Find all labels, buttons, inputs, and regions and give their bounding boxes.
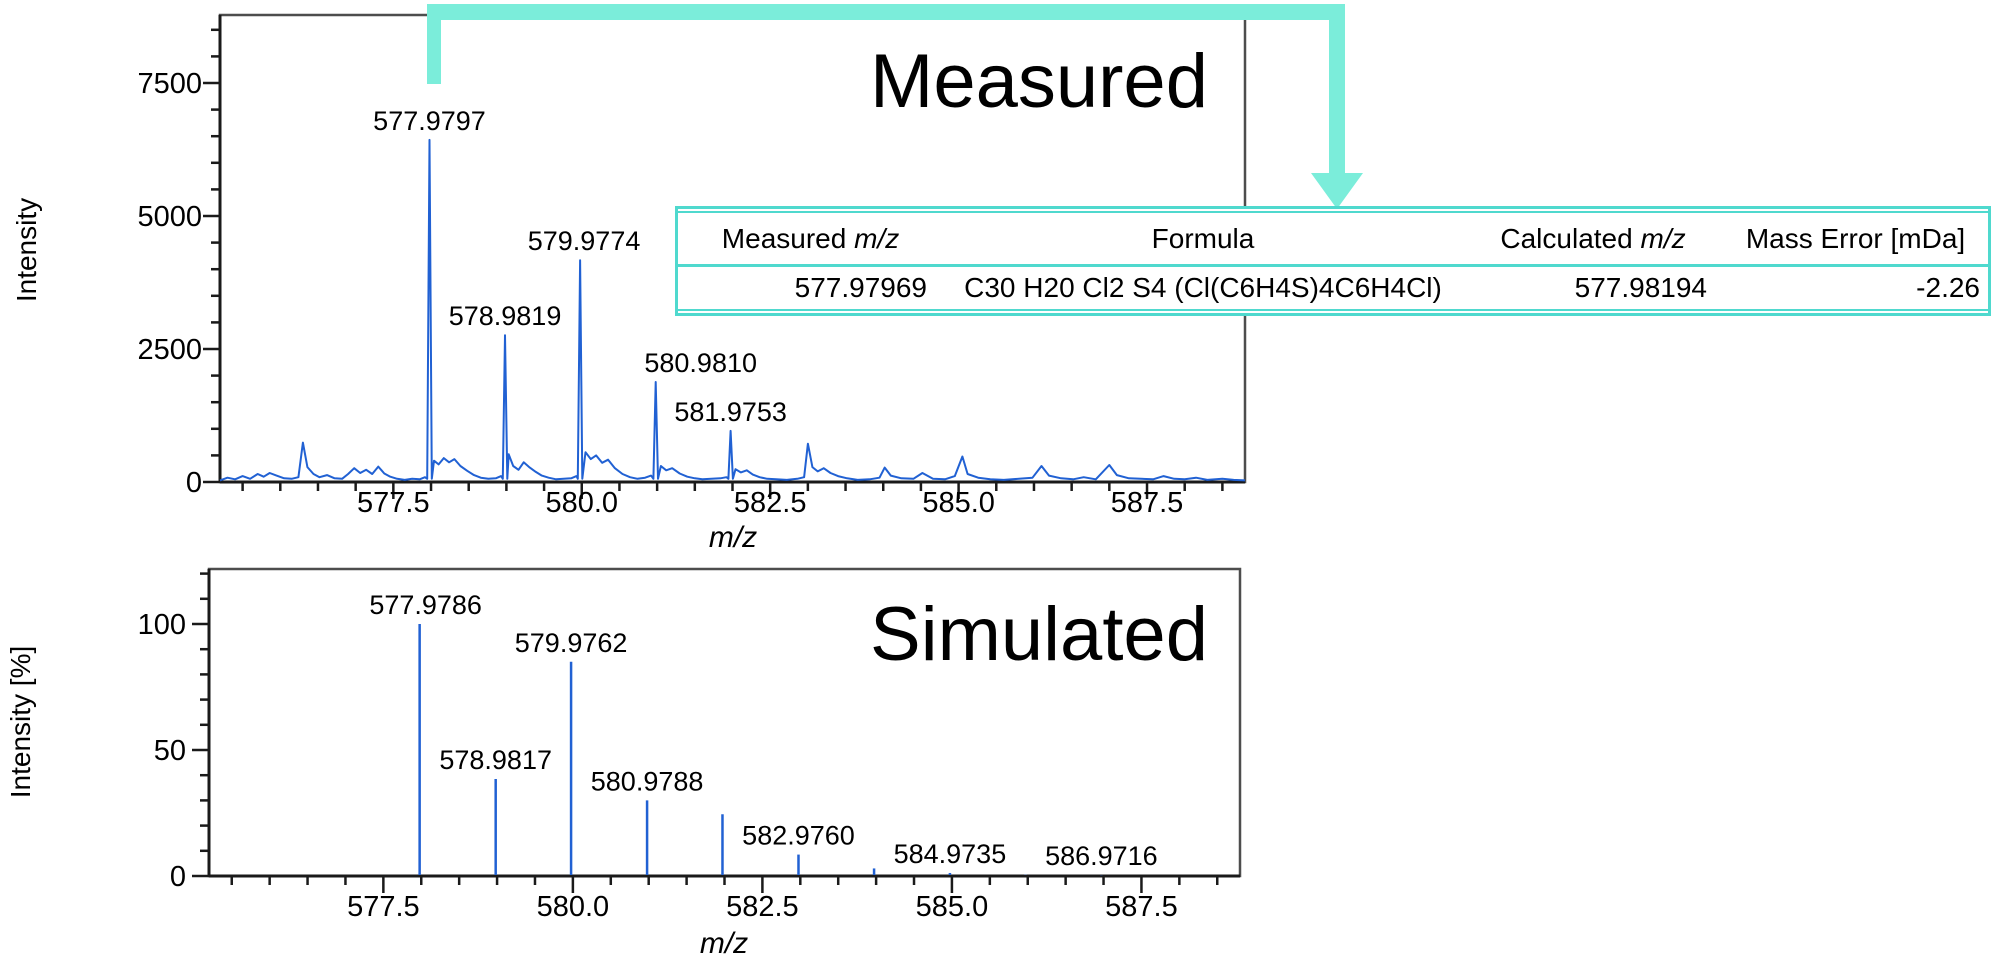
x-tick-label: 580.0: [537, 891, 610, 923]
table-row: 577.97969 C30 H20 Cl2 S4 (Cl(C6H4S)4C6H4…: [678, 265, 1988, 311]
peak-label: 580.9788: [591, 766, 704, 796]
peak-label: 584.9735: [894, 839, 1007, 869]
x-tick-label: 582.5: [734, 487, 807, 519]
col-header-calculated-mz: Calculated m/z: [1463, 211, 1723, 267]
y-axis-label: Intensity [%]: [5, 646, 36, 799]
table-header-row: Measured m/z Formula Calculated m/z Mass…: [678, 211, 1988, 267]
col-header-measured-mz: Measured m/z: [678, 211, 943, 267]
peak-label: 582.9760: [742, 821, 855, 851]
x-tick-label: 580.0: [545, 487, 618, 519]
tick-labels: 577.5 580.0 582.5 585.0 587.5 0 2500 5000 7500: [137, 68, 1183, 519]
peak-label: 579.9762: [515, 628, 628, 658]
y-tick-label: 0: [186, 467, 202, 499]
peak-label: 579.9774: [528, 226, 641, 256]
peak-label: 580.9810: [644, 348, 757, 378]
x-tick-label: 585.0: [922, 487, 995, 519]
y-tick-label: 100: [138, 609, 186, 641]
y-tick-label: 7500: [137, 68, 202, 100]
cell-mass-error: -2.26: [1723, 265, 1988, 311]
x-tick-label: 587.5: [1105, 891, 1178, 923]
peak-labels: 577.9786 578.9817 579.9762 580.9788 582.9760…: [369, 590, 1157, 871]
cell-formula: C30 H20 Cl2 S4 (Cl(C6H4S)4C6H4Cl): [943, 265, 1463, 311]
x-axis-label: m/z: [709, 521, 757, 554]
peak-label: 577.9797: [373, 106, 486, 136]
y-axis-label: Intensity: [11, 198, 42, 302]
x-tick-label: 587.5: [1111, 487, 1184, 519]
x-tick-label: 585.0: [916, 891, 989, 923]
measured-spectrum-chart: 577.5 580.0 582.5 585.0 587.5 0 2500 5000 7500 m/…: [11, 13, 1247, 554]
formula-assignment-table: Measured m/z Formula Calculated m/z Mass…: [675, 206, 1991, 316]
cell-measured-mz: 577.97969: [678, 265, 943, 311]
measured-title: Measured: [870, 39, 1208, 124]
x-tick-label: 577.5: [357, 487, 430, 519]
isotope-sticks: [418, 624, 1103, 876]
y-tick-label: 0: [170, 861, 186, 893]
peak-label: 578.9817: [439, 745, 552, 775]
tick-labels: 577.5 580.0 582.5 585.0 587.5 0 50 100: [138, 609, 1178, 923]
simulated-title: Simulated: [870, 592, 1208, 677]
peak-label: 578.9819: [449, 301, 562, 331]
assignment-table: Measured m/z Formula Calculated m/z Mass…: [678, 211, 1988, 311]
spectrum-trace: [219, 138, 1246, 482]
simulated-spectrum-chart: 577.5 580.0 582.5 585.0 587.5 0 50 100 m/z Intens…: [5, 567, 1242, 960]
y-tick-label: 5000: [137, 201, 202, 233]
peak-label: 586.9716: [1045, 841, 1158, 871]
x-axis-label: m/z: [700, 927, 748, 960]
y-tick-label: 50: [154, 735, 186, 767]
x-tick-label: 582.5: [726, 891, 799, 923]
peak-label: 577.9786: [369, 590, 482, 620]
peak-label: 581.9753: [674, 397, 787, 427]
col-header-mass-error: Mass Error [mDa]: [1723, 211, 1988, 267]
col-header-formula: Formula: [943, 211, 1463, 267]
peak-labels: 577.9797 578.9819 579.9774 580.9810 581.9753: [373, 106, 787, 427]
cell-calculated-mz: 577.98194: [1463, 265, 1723, 311]
x-tick-label: 577.5: [347, 891, 420, 923]
y-tick-label: 2500: [137, 334, 202, 366]
